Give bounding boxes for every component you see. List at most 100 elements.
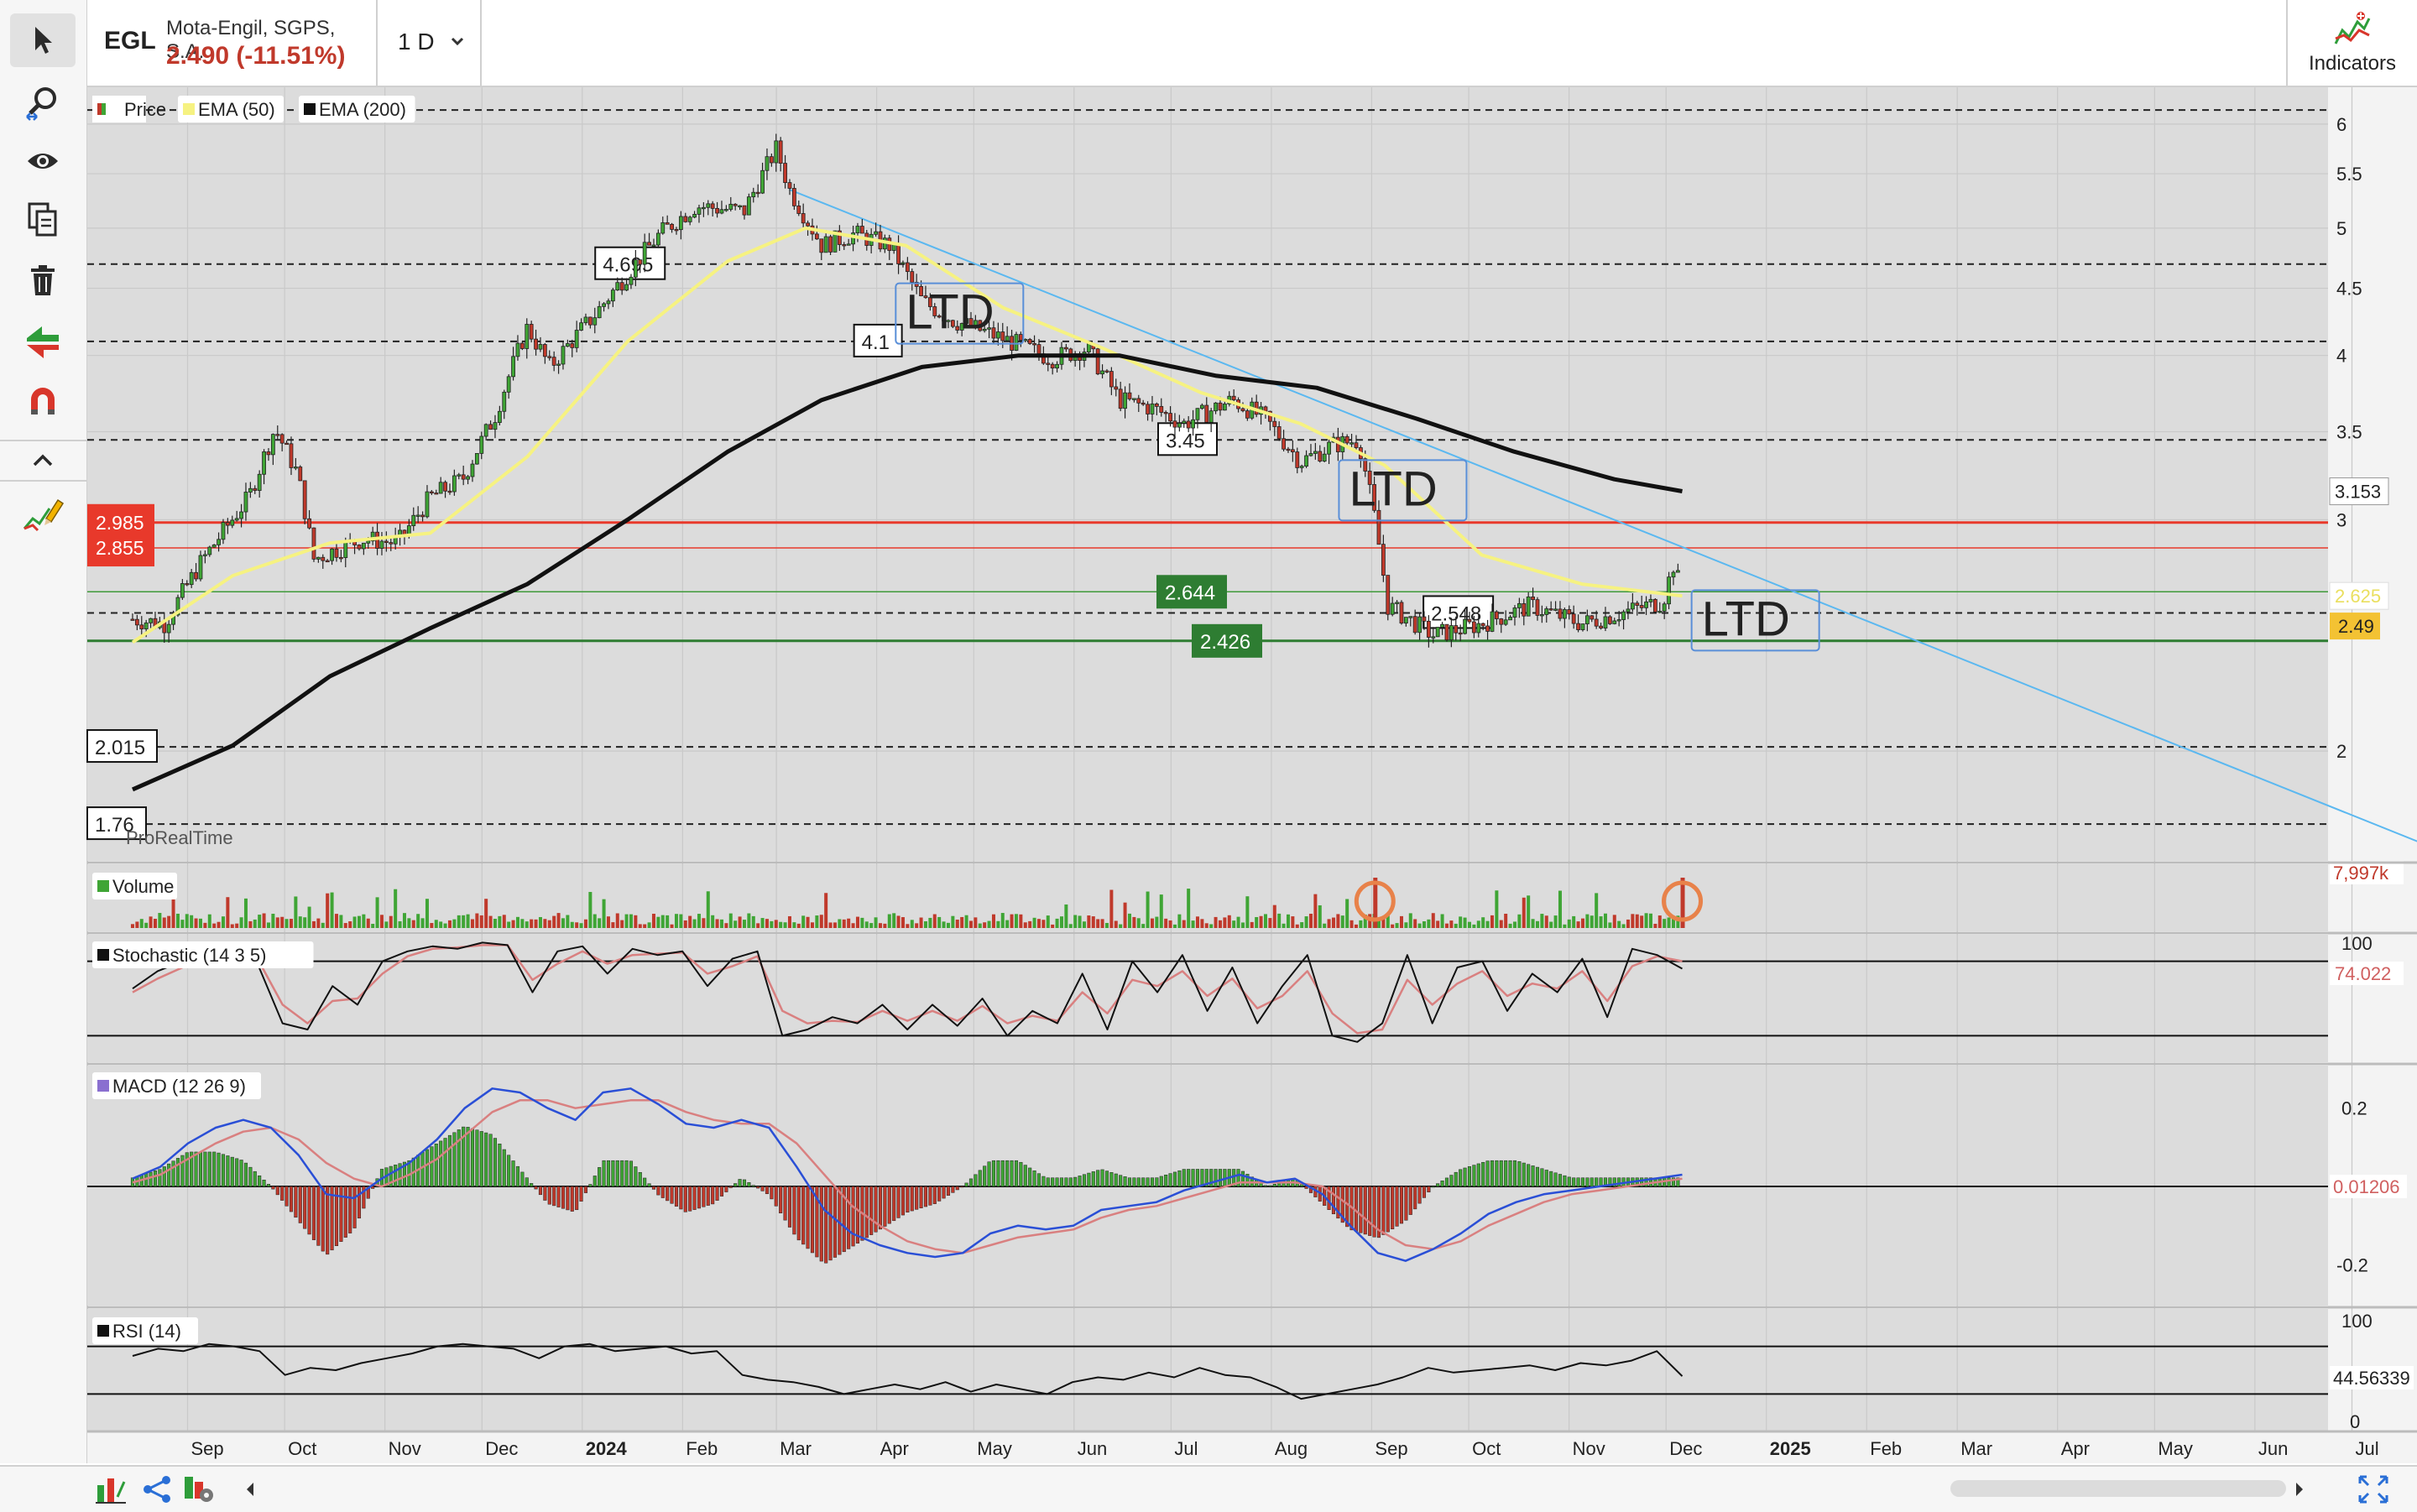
candle-body <box>1344 435 1349 444</box>
candle-body <box>1562 609 1567 619</box>
volume-bar <box>1508 923 1512 928</box>
legend-swatch <box>183 103 195 115</box>
volume-bar <box>266 922 270 928</box>
volume-bar <box>1485 920 1490 928</box>
volume-pane[interactable] <box>87 864 2328 931</box>
volume-bar <box>149 916 153 928</box>
symbol-box[interactable]: EGL Mota-Engil, SGPS, S.A. 2.490 (-11.51… <box>87 0 378 86</box>
interval-dropdown[interactable]: 1 D <box>378 0 482 86</box>
volume-bar <box>1019 914 1023 928</box>
ltd-label: LTD <box>906 285 994 340</box>
candle-body <box>1621 611 1626 620</box>
volume-bar <box>728 913 733 928</box>
chart-area[interactable]: 4.6954.13.452.5482.0151.762.9852.8552.64… <box>0 0 2417 1463</box>
scroll-left-icon[interactable] <box>242 1478 258 1504</box>
ltd-box <box>1338 459 1468 522</box>
macd-histogram-bar <box>1395 1186 1399 1227</box>
volume-bar <box>1291 916 1295 928</box>
macd-histogram-bar <box>1391 1186 1395 1230</box>
macd-histogram-bar <box>1549 1170 1553 1187</box>
volume-bar <box>207 914 211 928</box>
candle-body <box>624 284 629 291</box>
chart-style-icon[interactable] <box>10 315 76 369</box>
candle-body <box>1503 619 1508 625</box>
macd-histogram-bar <box>434 1143 438 1187</box>
volume-bar <box>1553 915 1558 928</box>
volume-bar <box>411 920 415 928</box>
price-tick-label: 5.5 <box>2336 164 2362 185</box>
macd-histogram-bar <box>838 1186 842 1255</box>
candle-body <box>968 318 974 327</box>
drawing-pencil-icon[interactable] <box>10 487 76 540</box>
indicators-button[interactable]: Indicators <box>2286 0 2417 86</box>
candle-body <box>534 338 538 350</box>
candle-body <box>959 323 964 331</box>
zoom-icon[interactable] <box>10 76 76 129</box>
collapse-icon[interactable] <box>10 433 76 487</box>
candle-body <box>633 259 638 278</box>
candle-body <box>927 297 932 307</box>
volume-bar <box>968 920 973 928</box>
volume-bar <box>983 922 987 928</box>
x-tick-label: Nov <box>389 1438 421 1459</box>
volume-bar <box>575 922 579 928</box>
trash-icon[interactable] <box>10 253 76 307</box>
volume-bar <box>198 918 202 928</box>
macd-histogram-bar <box>258 1175 262 1187</box>
candle-body <box>728 203 733 210</box>
volume-bar <box>1626 919 1630 928</box>
volume-bar <box>357 915 361 928</box>
macd-histogram-bar <box>266 1184 271 1187</box>
macd-histogram-bar <box>1422 1186 1427 1198</box>
share-icon[interactable] <box>141 1473 175 1509</box>
volume-badge-label: 7,997k <box>2333 863 2389 884</box>
macd-histogram-bar <box>869 1186 874 1235</box>
eye-icon[interactable] <box>10 134 76 188</box>
volume-bar <box>311 920 316 928</box>
volume-bar <box>294 896 298 928</box>
volume-bar <box>1454 923 1458 928</box>
candle-body <box>1467 618 1472 623</box>
macd-histogram-bar <box>1608 1177 1612 1187</box>
macd-histogram-bar <box>702 1186 706 1207</box>
volume-bar <box>235 923 239 928</box>
fit-screen-icon[interactable] <box>2357 1473 2390 1509</box>
settings-icon[interactable] <box>181 1473 215 1509</box>
stochastic-pane[interactable] <box>87 935 2328 1062</box>
candle-body <box>978 320 983 331</box>
volume-bar <box>475 913 479 928</box>
macd-histogram-bar <box>352 1186 357 1228</box>
macd-histogram-bar <box>910 1186 914 1212</box>
volume-bar <box>425 899 429 928</box>
volume-bar <box>1104 922 1109 928</box>
volume-bar <box>1032 917 1036 928</box>
rsi-line <box>132 1343 1684 1400</box>
candle-body <box>1276 426 1282 440</box>
macd-histogram-bar <box>162 1166 166 1187</box>
macd-histogram-bar <box>1104 1170 1109 1187</box>
volume-bar <box>1014 914 1018 928</box>
candle-body <box>1558 608 1563 619</box>
candle-body <box>619 282 624 291</box>
macd-histogram-bar <box>1612 1177 1616 1187</box>
macd-histogram-bar <box>1535 1166 1540 1187</box>
volume-bar <box>1150 918 1154 928</box>
macd-histogram-bar <box>153 1170 158 1187</box>
volume-bar <box>1046 915 1050 928</box>
scrollbar[interactable] <box>1950 1480 2286 1497</box>
scroll-right-icon[interactable] <box>2291 1478 2308 1504</box>
cursor-icon[interactable] <box>10 13 76 67</box>
candle-body <box>1531 596 1535 601</box>
candle-body <box>1327 441 1331 455</box>
volume-bar <box>683 920 687 928</box>
copy-icon[interactable] <box>10 193 76 247</box>
macd-histogram-bar <box>175 1158 180 1187</box>
macd-histogram-bar <box>1014 1160 1019 1187</box>
chart-gallery-icon[interactable] <box>94 1473 128 1509</box>
price-pane[interactable] <box>87 87 2328 861</box>
volume-bar <box>398 920 402 928</box>
macd-histogram-bar <box>198 1151 203 1187</box>
magnet-icon[interactable] <box>10 374 76 428</box>
volume-bar <box>221 916 225 928</box>
level-label-box <box>594 246 666 280</box>
